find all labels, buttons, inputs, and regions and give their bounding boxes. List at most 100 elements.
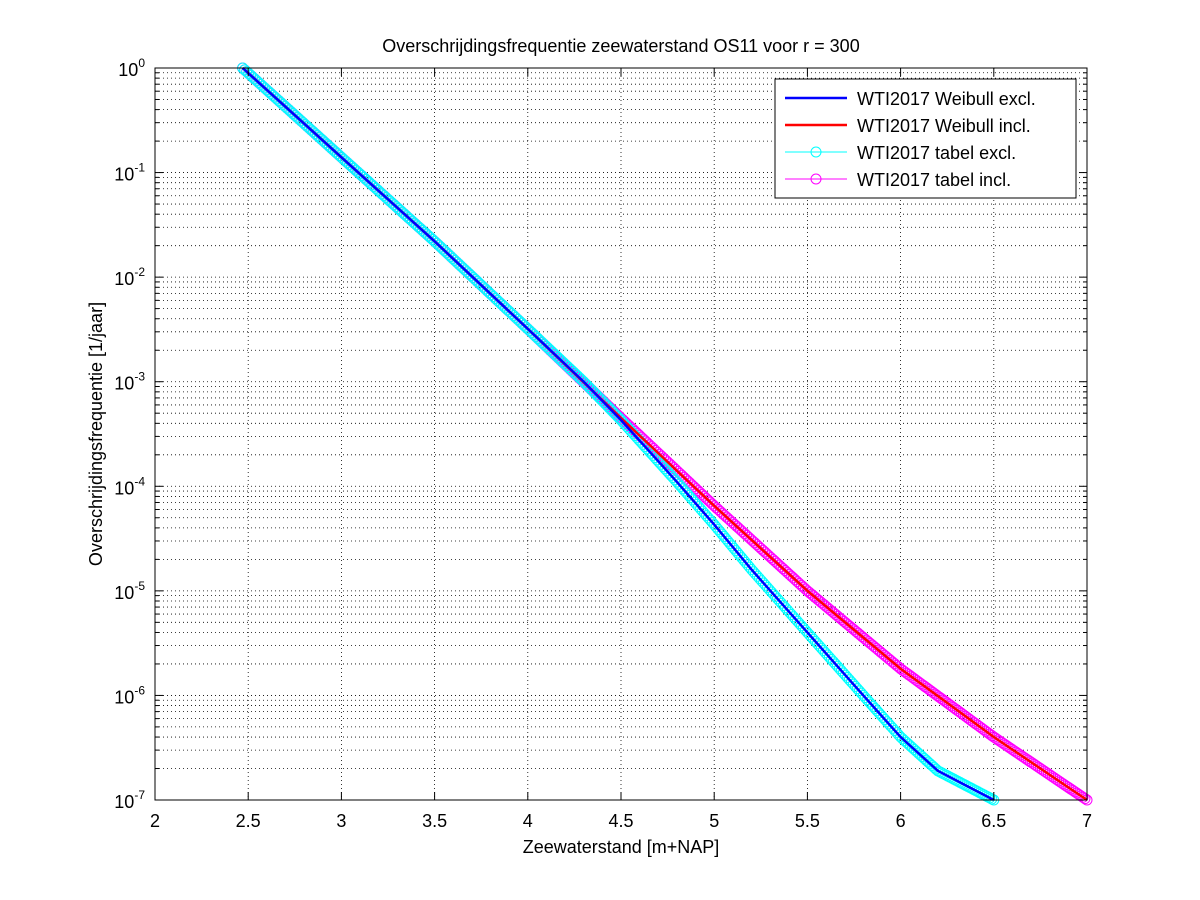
data-point xyxy=(554,353,566,365)
data-point xyxy=(779,565,791,577)
data-point xyxy=(588,386,600,398)
data-point xyxy=(337,153,349,165)
y-axis-title: Overschrijdingsfrequentie [1/jaar] xyxy=(86,302,106,566)
data-point xyxy=(718,509,730,521)
data-point xyxy=(562,361,574,373)
y-tick-base: 10 xyxy=(114,269,134,289)
data-point xyxy=(249,73,261,85)
legend-swatch-marker xyxy=(810,173,822,185)
data-point xyxy=(591,390,603,402)
data-point xyxy=(560,359,572,371)
data-point xyxy=(706,498,718,510)
data-point xyxy=(301,120,313,132)
data-point xyxy=(512,313,524,325)
data-point xyxy=(394,204,406,216)
data-point xyxy=(741,529,753,541)
data-point xyxy=(305,124,317,136)
data-point xyxy=(392,202,404,214)
x-tick-label: 6.5 xyxy=(981,811,1006,831)
data-point xyxy=(372,184,384,196)
data-point xyxy=(327,144,339,156)
data-point xyxy=(504,306,516,318)
data-point xyxy=(550,349,562,361)
x-tick-label: 4 xyxy=(523,811,533,831)
data-point xyxy=(728,518,740,530)
data-point xyxy=(255,78,267,90)
data-point xyxy=(376,188,388,200)
x-tick-label: 2.5 xyxy=(236,811,261,831)
y-tick-base: 10 xyxy=(114,583,134,603)
data-point xyxy=(283,104,295,116)
data-point xyxy=(510,311,522,323)
data-point xyxy=(279,100,291,112)
data-point xyxy=(708,500,720,512)
data-point xyxy=(319,137,331,149)
data-point xyxy=(558,357,570,369)
data-point xyxy=(388,199,400,211)
data-point xyxy=(293,113,305,125)
data-point xyxy=(479,283,491,295)
y-tick-base: 10 xyxy=(114,792,134,812)
data-point xyxy=(477,281,489,293)
data-point xyxy=(346,160,358,172)
data-point xyxy=(257,80,269,92)
data-point xyxy=(356,170,368,182)
data-point xyxy=(341,157,353,169)
data-point xyxy=(690,483,702,495)
data-point xyxy=(431,237,443,249)
legend-entry: WTI2017 tabel excl. xyxy=(785,143,1016,163)
data-point xyxy=(425,232,437,244)
data-point xyxy=(613,412,625,424)
data-point xyxy=(714,505,726,517)
data-point xyxy=(344,159,356,171)
data-point xyxy=(487,291,499,303)
y-tick-exponent: -3 xyxy=(134,370,145,384)
data-point xyxy=(449,254,461,266)
legend: WTI2017 Weibull excl. WTI2017 Weibull inc… xyxy=(774,78,1077,199)
y-tick-label: 10-5 xyxy=(114,579,145,603)
data-point xyxy=(743,531,755,543)
data-point xyxy=(556,355,568,367)
data-point xyxy=(315,133,327,145)
data-point xyxy=(299,118,311,130)
data-point xyxy=(751,539,763,551)
data-point xyxy=(374,186,386,198)
data-point xyxy=(749,537,761,549)
data-point xyxy=(481,285,493,297)
data-point xyxy=(253,77,265,89)
data-point xyxy=(333,149,345,161)
data-point xyxy=(350,164,362,176)
data-point xyxy=(737,526,749,538)
data-point xyxy=(601,400,613,412)
data-point xyxy=(390,201,402,213)
data-point xyxy=(273,95,285,107)
data-point xyxy=(522,323,534,335)
data-point xyxy=(239,64,251,76)
data-point xyxy=(473,277,485,289)
data-point xyxy=(611,410,623,422)
data-point xyxy=(548,347,560,359)
data-point xyxy=(420,228,432,240)
data-point xyxy=(485,289,497,301)
data-point xyxy=(435,241,447,253)
data-point xyxy=(451,256,463,268)
data-point xyxy=(259,82,271,94)
data-point xyxy=(502,304,514,316)
y-tick-label: 10-6 xyxy=(114,683,145,707)
x-tick-label: 5.5 xyxy=(795,811,820,831)
data-point xyxy=(339,155,351,167)
data-point xyxy=(716,507,728,519)
series-layer xyxy=(237,62,1093,806)
y-tick-label: 10-4 xyxy=(114,474,145,498)
data-point xyxy=(323,140,335,152)
data-point xyxy=(568,366,580,378)
data-point xyxy=(325,142,337,154)
data-point xyxy=(366,179,378,191)
data-point xyxy=(404,213,416,225)
data-point xyxy=(704,496,716,508)
data-point xyxy=(277,98,289,110)
y-tick-exponent: -5 xyxy=(134,579,145,593)
data-point xyxy=(603,402,615,414)
y-tick-exponent: -7 xyxy=(134,788,145,802)
data-point xyxy=(686,479,698,491)
